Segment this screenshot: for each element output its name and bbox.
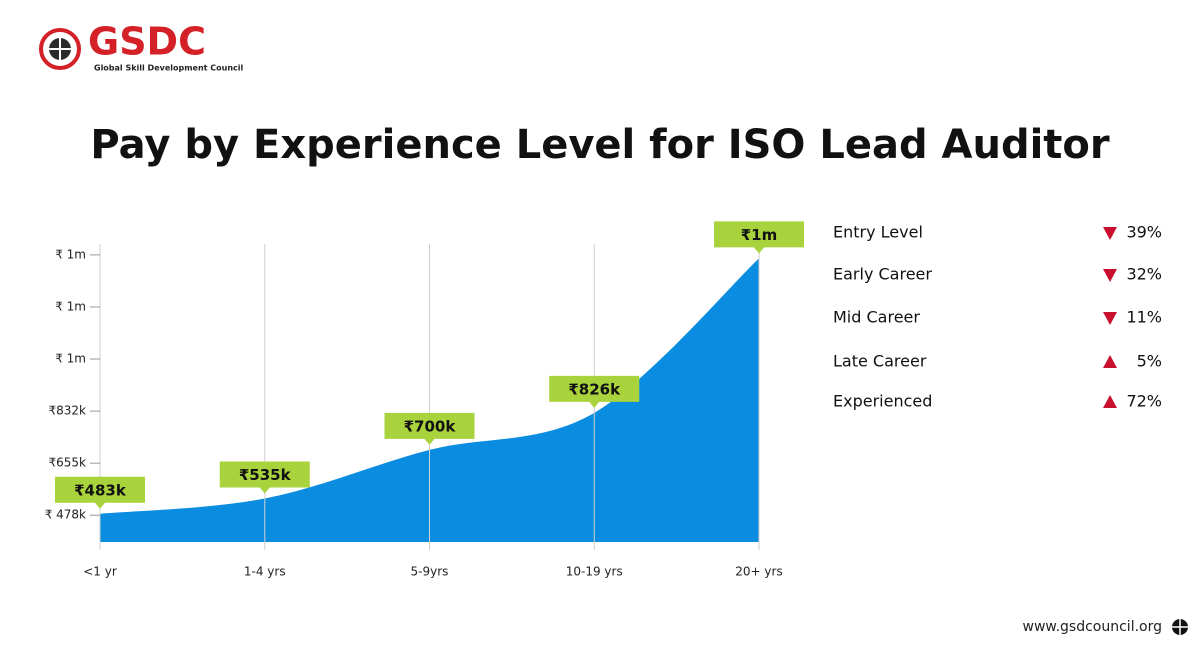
y-tick-label: ₹ 1m <box>55 247 86 261</box>
x-tick-label: 1-4 yrs <box>244 565 286 579</box>
y-tick-label: ₹ 1m <box>55 299 86 313</box>
x-tick-label: 5-9yrs <box>411 565 449 579</box>
change-label: Early Career <box>833 265 932 284</box>
value-label-box <box>549 375 640 408</box>
change-arrow <box>1103 227 1117 240</box>
value-label-box <box>55 476 145 509</box>
value-label: ₹483k <box>74 481 127 499</box>
change-arrow <box>1103 312 1117 325</box>
y-tick-label: ₹832k <box>49 404 87 418</box>
change-label: Experienced <box>833 392 932 411</box>
change-label: Late Career <box>833 352 927 371</box>
value-label-box <box>714 221 804 254</box>
y-tick-label: ₹ 478k <box>45 508 86 522</box>
change-value: 32% <box>1126 265 1162 284</box>
y-tick-label: ₹655k <box>49 456 87 470</box>
value-label-box <box>384 412 475 445</box>
value-label-box <box>219 461 310 494</box>
change-value: 39% <box>1126 223 1162 242</box>
logo-globe <box>39 28 81 70</box>
x-tick-label: <1 yr <box>83 565 117 579</box>
change-arrow <box>1103 269 1117 282</box>
value-label: ₹700k <box>404 417 457 435</box>
change-value: 11% <box>1126 308 1162 327</box>
y-tick-label: ₹ 1m <box>55 352 86 366</box>
logo: GSDC Global Skill Development Council <box>39 20 244 73</box>
x-tick-label: 20+ yrs <box>735 565 782 579</box>
x-tick-label: 10-19 yrs <box>566 565 623 579</box>
value-label: ₹1m <box>741 226 778 244</box>
chart-title: Pay by Experience Level for ISO Lead Aud… <box>90 122 1109 168</box>
change-value: 72% <box>1126 392 1162 411</box>
footer-url: www.gsdcouncil.org <box>1023 619 1162 635</box>
change-label: Entry Level <box>833 223 923 242</box>
change-arrow <box>1103 355 1117 368</box>
value-label: ₹826k <box>568 380 621 398</box>
logo-name: GSDC <box>88 20 206 64</box>
change-arrow <box>1103 395 1117 408</box>
change-label: Mid Career <box>833 308 920 327</box>
change-value: 5% <box>1137 352 1162 371</box>
value-label: ₹535k <box>239 466 292 484</box>
logo-tagline: Global Skill Development Council <box>94 64 244 73</box>
